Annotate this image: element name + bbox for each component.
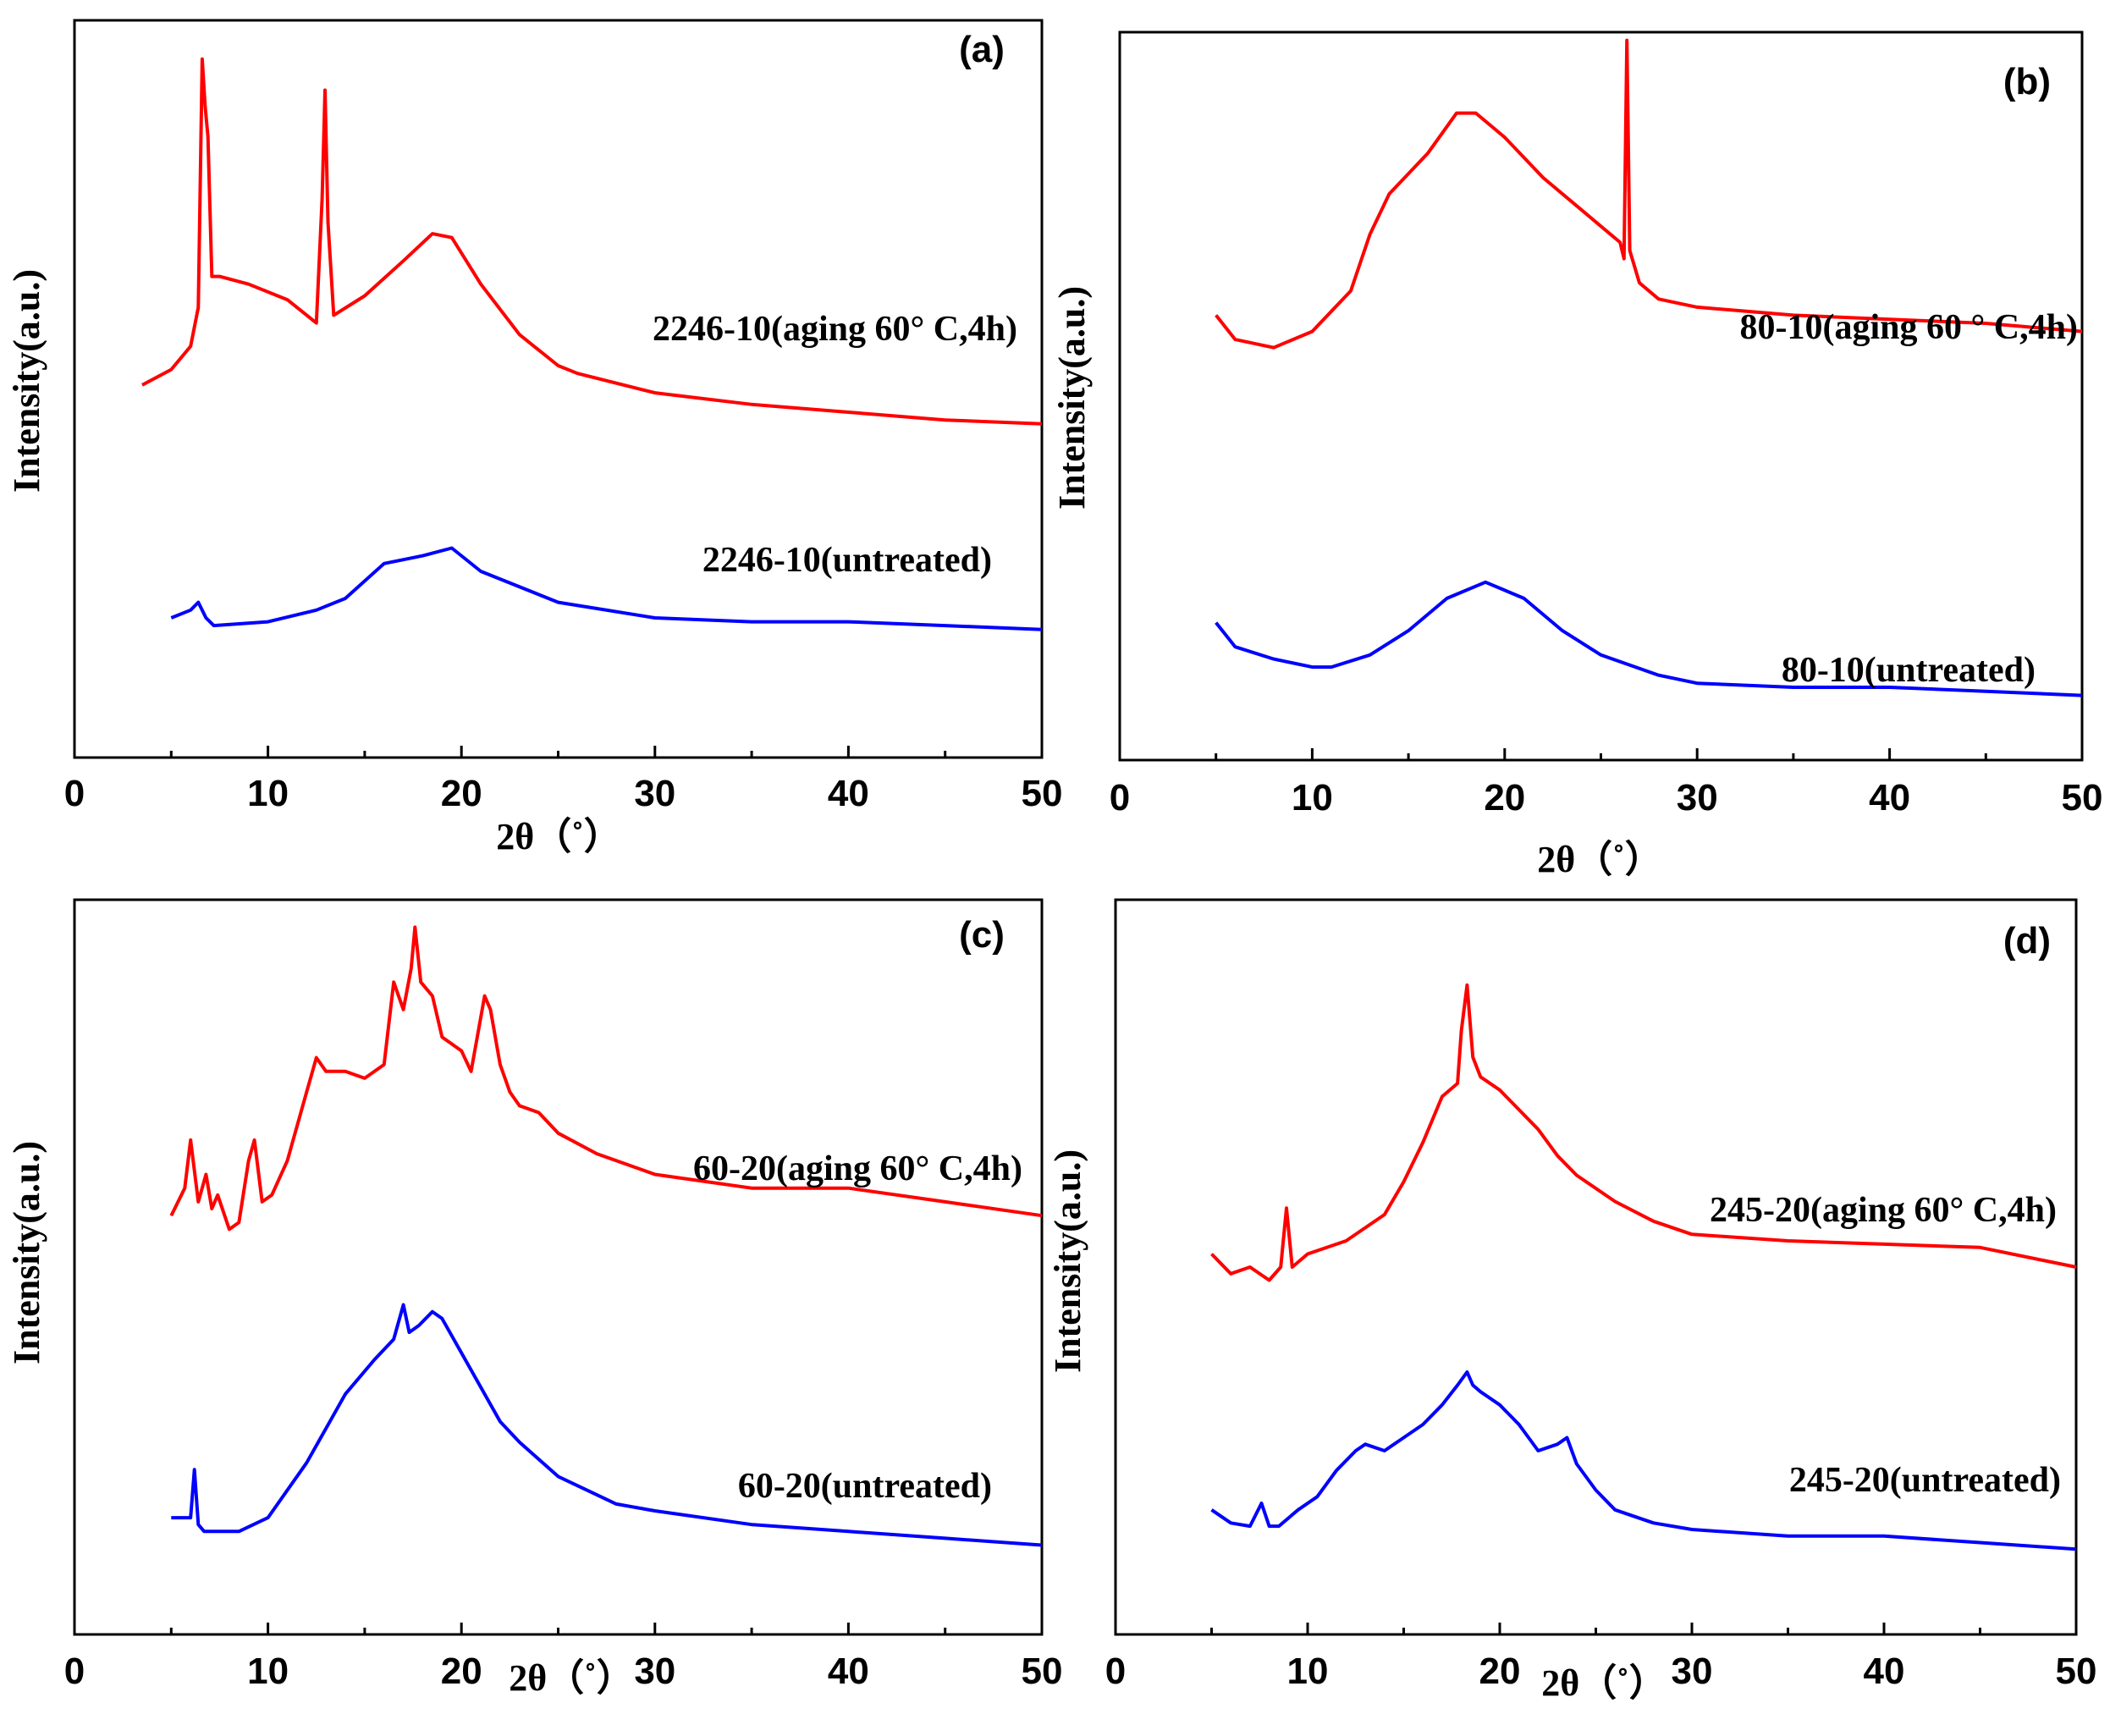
chart-panel-d: 0 10 20 30 40 50 2θ（˚） Intensity(a.u.) (d) 245-20… bbox=[1047, 898, 2097, 1704]
y-axis-label: Intensity(a.u.) bbox=[1047, 1149, 1088, 1373]
series-label-untreated: 2246-10(untreated) bbox=[702, 541, 992, 580]
x-tick-label: 30 bbox=[634, 1651, 675, 1692]
series-line-aged bbox=[1210, 983, 2077, 1282]
x-axis-label: 2θ（˚） bbox=[1537, 839, 1662, 880]
series-line-untreated bbox=[1215, 580, 2083, 697]
x-tick-label: 50 bbox=[2056, 1651, 2097, 1692]
series-line-untreated bbox=[171, 1303, 1043, 1547]
x-axis-label: 2θ（˚） bbox=[1541, 1662, 1666, 1704]
panel-label: (a) bbox=[959, 29, 1005, 70]
panel-label: (b) bbox=[2003, 61, 2051, 102]
panel-label: (c) bbox=[959, 914, 1005, 956]
chart-panel-a: 0 10 20 30 40 50 2θ（˚） Intensity(a.u.) (a) 2246-1… bbox=[6, 19, 1063, 857]
plot-frame bbox=[1114, 898, 2078, 1636]
x-tick-label: 30 bbox=[634, 773, 675, 814]
x-tick-label: 10 bbox=[247, 773, 289, 814]
series-label-aged: 80-10(aging 60 ° C,4h) bbox=[1740, 308, 2078, 347]
x-tick-label: 0 bbox=[64, 1651, 85, 1692]
series-label-aged: 60-20(aging 60° C,4h) bbox=[693, 1149, 1022, 1188]
y-axis-label: Intensity(a.u.) bbox=[6, 1141, 47, 1364]
x-tick-label: 30 bbox=[1672, 1651, 1713, 1692]
series-label-untreated: 80-10(untreated) bbox=[1782, 651, 2036, 690]
x-tick-label: 40 bbox=[828, 773, 869, 814]
y-axis-label: Intensity(a.u.) bbox=[1051, 286, 1093, 510]
x-tick-label: 10 bbox=[1287, 1651, 1329, 1692]
x-tick-label: 50 bbox=[2062, 777, 2103, 818]
chart-panel-c: 0 10 20 30 40 50 2θ（˚） Intensity(a.u.) (c) 60-20(… bbox=[6, 898, 1063, 1699]
x-axis-label: 2θ（˚） bbox=[496, 816, 621, 857]
plot-frame bbox=[73, 898, 1044, 1636]
x-tick-label: 10 bbox=[1292, 777, 1333, 818]
series-label-untreated: 245-20(untreated) bbox=[1789, 1461, 2061, 1500]
series-line-aged bbox=[1215, 38, 2083, 350]
plot-frame bbox=[73, 19, 1044, 759]
series-line-untreated bbox=[1210, 1370, 2077, 1551]
x-tick-label: 50 bbox=[1022, 1651, 1063, 1692]
chart-panel-b: 0 10 20 30 40 50 2θ（˚） Intensity(a.u.) (b) 80-10(… bbox=[1051, 30, 2103, 880]
x-tick-label: 0 bbox=[1105, 1651, 1126, 1692]
series-label-untreated: 60-20(untreated) bbox=[738, 1467, 992, 1506]
x-tick-label: 40 bbox=[828, 1651, 869, 1692]
series-line-aged bbox=[169, 925, 1043, 1232]
x-tick-label: 50 bbox=[1022, 773, 1063, 814]
x-tick-label: 40 bbox=[1864, 1651, 1905, 1692]
series-label-aged: 245-20(aging 60° C,4h) bbox=[1710, 1191, 2057, 1230]
series-line-aged bbox=[141, 57, 1043, 426]
x-tick-label: 20 bbox=[1479, 1651, 1521, 1692]
x-tick-label: 40 bbox=[1869, 777, 1910, 818]
x-tick-label: 0 bbox=[1110, 777, 1130, 818]
x-axis-label: 2θ（˚） bbox=[509, 1657, 634, 1699]
x-tick-label: 20 bbox=[1484, 777, 1525, 818]
x-tick-label: 0 bbox=[64, 773, 85, 814]
panel-label: (d) bbox=[2003, 920, 2051, 962]
series-label-aged: 2246-10(aging 60° C,4h) bbox=[653, 310, 1017, 349]
x-tick-label: 20 bbox=[441, 1651, 482, 1692]
y-axis-label: Intensity(a.u.) bbox=[6, 269, 47, 493]
series-line-untreated bbox=[170, 546, 1043, 631]
x-tick-label: 30 bbox=[1677, 777, 1718, 818]
x-tick-label: 10 bbox=[247, 1651, 289, 1692]
x-tick-label: 20 bbox=[441, 773, 482, 814]
